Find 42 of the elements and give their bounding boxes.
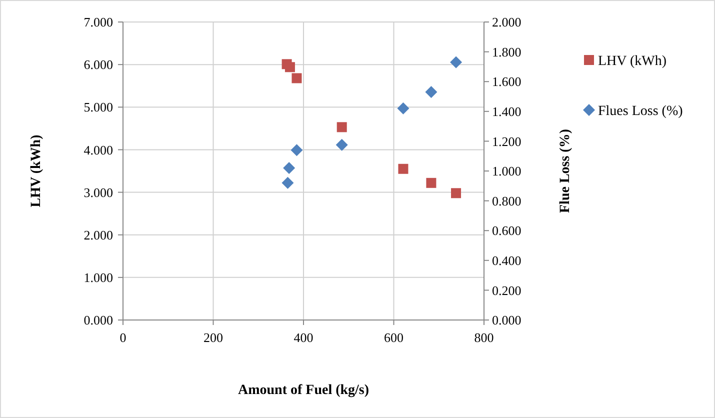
- legend-label: LHV (kWh): [598, 54, 667, 69]
- x-tick-label: 400: [294, 330, 314, 345]
- y-axis-title: LHV (kWh): [29, 134, 44, 208]
- point: [397, 102, 410, 114]
- y2-tick-label: 0.400: [492, 252, 522, 268]
- point: [398, 164, 408, 174]
- y2-tick-label: 0.200: [492, 282, 522, 298]
- point: [425, 86, 438, 98]
- y-tick-label: 0.000: [84, 312, 113, 328]
- y-tick-label: 6.000: [84, 57, 113, 72]
- y2-tick-label: 1.000: [492, 164, 522, 179]
- x-tick-label: 800: [474, 330, 494, 345]
- y2-tick-label: 0.800: [492, 193, 522, 208]
- point: [450, 56, 462, 68]
- point: [282, 176, 294, 189]
- y2-tick-label: 0.000: [492, 312, 522, 328]
- x-axis-title: Amount of Fuel (kg/s): [238, 383, 370, 398]
- y2-tick-label: 1.400: [492, 104, 522, 119]
- point: [290, 144, 303, 156]
- y-tick-label: 2.000: [84, 227, 113, 242]
- y2-tick-label: 1.800: [492, 44, 522, 60]
- y-tick-label: 3.000: [84, 184, 113, 200]
- point: [292, 73, 302, 84]
- x-tick-label: 0: [120, 330, 126, 345]
- y-tick-label: 4.000: [84, 142, 113, 158]
- y2-tick-label: 2.000: [492, 14, 522, 30]
- point: [451, 188, 462, 198]
- x-tick-label: 600: [384, 330, 404, 345]
- point: [336, 122, 347, 132]
- y2-tick-label: 0.600: [492, 223, 522, 238]
- y2-tick-label: 1.600: [492, 74, 522, 90]
- y-tick-label: 1.000: [84, 270, 113, 285]
- y2-tick-label: 1.200: [492, 134, 522, 149]
- point: [283, 162, 296, 174]
- legend-label: Flues Loss (%): [598, 104, 684, 119]
- y-tick-label: 5.000: [84, 100, 113, 115]
- point: [284, 62, 295, 72]
- y2-axis-title: Flue Loss (%): [558, 128, 573, 213]
- point: [336, 138, 348, 151]
- x-tick-label: 200: [204, 330, 223, 345]
- point: [426, 178, 436, 188]
- y-tick-label: 7.000: [84, 14, 113, 30]
